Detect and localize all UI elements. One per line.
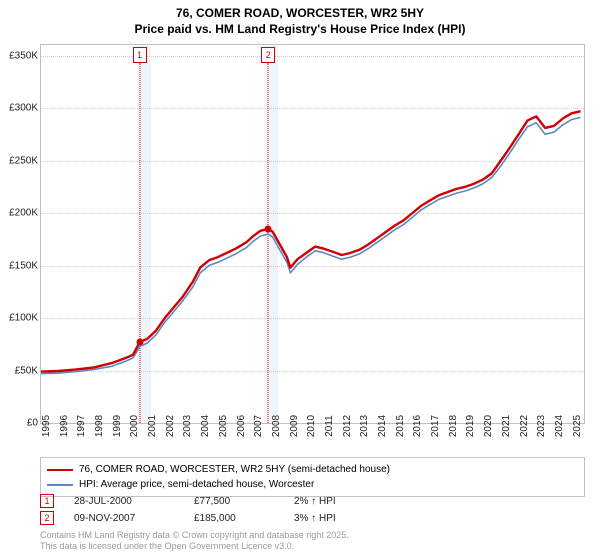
chart-plot-area: 12 — [40, 44, 585, 424]
footer-line-2: This data is licensed under the Open Gov… — [40, 541, 349, 552]
legend-swatch — [47, 484, 73, 486]
y-tick-label: £100K — [9, 313, 38, 324]
chart-container: 76, COMER ROAD, WORCESTER, WR2 5HY Price… — [0, 0, 600, 560]
event-marker-box: 1 — [133, 47, 147, 63]
event-date: 09-NOV-2007 — [74, 513, 174, 524]
events-table: 1 28-JUL-2000 £77,500 2% ↑ HPI 2 09-NOV-… — [40, 494, 585, 528]
event-row: 2 09-NOV-2007 £185,000 3% ↑ HPI — [40, 511, 585, 525]
event-row: 1 28-JUL-2000 £77,500 2% ↑ HPI — [40, 494, 585, 508]
y-tick-label: £300K — [9, 103, 38, 114]
y-tick-label: £150K — [9, 260, 38, 271]
legend-label: HPI: Average price, semi-detached house,… — [79, 477, 314, 492]
event-price: £185,000 — [194, 513, 274, 524]
chart-lines — [41, 45, 584, 423]
legend-swatch — [47, 469, 73, 471]
legend-label: 76, COMER ROAD, WORCESTER, WR2 5HY (semi… — [79, 462, 390, 477]
legend-item: HPI: Average price, semi-detached house,… — [47, 477, 578, 492]
event-date: 28-JUL-2000 — [74, 496, 174, 507]
price-paid-dot — [136, 338, 143, 345]
footer-attribution: Contains HM Land Registry data © Crown c… — [40, 530, 349, 553]
title-block: 76, COMER ROAD, WORCESTER, WR2 5HY Price… — [0, 0, 600, 37]
series-hpi — [41, 117, 581, 373]
title-line-1: 76, COMER ROAD, WORCESTER, WR2 5HY — [0, 6, 600, 22]
y-tick-label: £200K — [9, 208, 38, 219]
event-marker-icon: 2 — [40, 511, 54, 525]
legend: 76, COMER ROAD, WORCESTER, WR2 5HY (semi… — [40, 457, 585, 497]
y-tick-label: £50K — [15, 365, 38, 376]
y-tick-label: £0 — [27, 418, 38, 429]
footer-line-1: Contains HM Land Registry data © Crown c… — [40, 530, 349, 541]
event-delta: 2% ↑ HPI — [294, 496, 336, 507]
y-tick-label: £350K — [9, 50, 38, 61]
y-tick-label: £250K — [9, 155, 38, 166]
legend-item: 76, COMER ROAD, WORCESTER, WR2 5HY (semi… — [47, 462, 578, 477]
event-delta: 3% ↑ HPI — [294, 513, 336, 524]
series-price-paid — [41, 111, 581, 371]
title-line-2: Price paid vs. HM Land Registry's House … — [0, 22, 600, 38]
event-marker-icon: 1 — [40, 494, 54, 508]
event-price: £77,500 — [194, 496, 274, 507]
event-marker-box: 2 — [261, 47, 275, 63]
price-paid-dot — [265, 225, 272, 232]
